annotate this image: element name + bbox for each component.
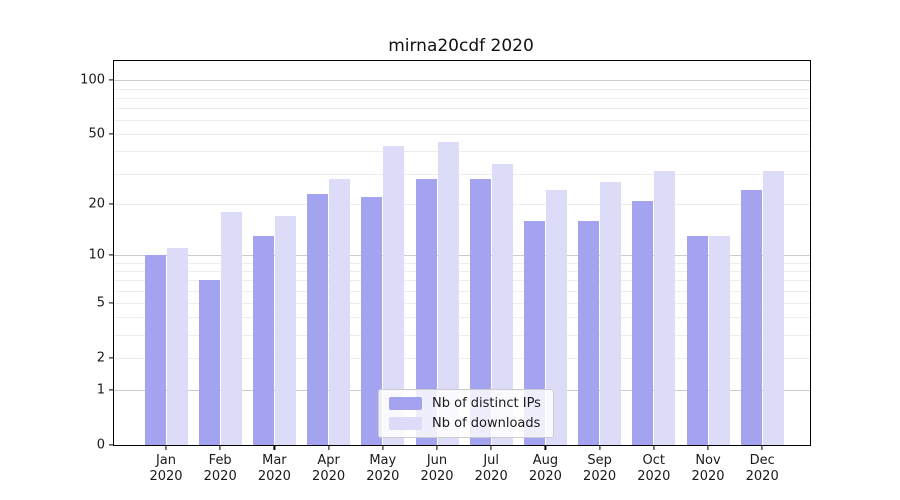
bar-downloads-may bbox=[383, 145, 405, 445]
legend-swatch-downloads bbox=[389, 417, 422, 430]
y-tick-mark bbox=[109, 444, 114, 446]
x-tick-label-jul: Jul 2020 bbox=[474, 453, 508, 484]
x-tick-mark bbox=[436, 445, 438, 450]
gridline-3 bbox=[114, 335, 810, 336]
gridline-30 bbox=[114, 173, 810, 175]
x-tick-label-jan: Jan 2020 bbox=[149, 453, 183, 484]
x-tick-label-mar: Mar 2020 bbox=[257, 453, 291, 484]
bar-downloads-mar bbox=[274, 216, 296, 445]
x-tick-mark bbox=[165, 445, 167, 450]
gridline-10 bbox=[114, 255, 810, 257]
gridline-2 bbox=[114, 357, 810, 359]
gridline-8 bbox=[114, 271, 810, 272]
y-tick-mark bbox=[109, 254, 114, 256]
x-tick-label-may: May 2020 bbox=[366, 453, 400, 484]
x-tick-label-sep: Sep 2020 bbox=[583, 453, 617, 484]
x-tick-label-oct: Oct 2020 bbox=[637, 453, 671, 484]
bar-ips-apr bbox=[307, 193, 329, 445]
y-tick-label-5: 5 bbox=[96, 295, 105, 311]
y-tick-mark bbox=[109, 389, 114, 391]
bar-ips-jul bbox=[469, 178, 491, 445]
bar-ips-jun bbox=[415, 178, 437, 445]
gridline-80 bbox=[114, 97, 810, 99]
gridline-60 bbox=[114, 120, 810, 122]
x-tick-mark bbox=[707, 445, 709, 450]
x-tick-mark bbox=[490, 445, 492, 450]
y-tick-mark bbox=[109, 302, 114, 304]
bar-ips-mar bbox=[252, 236, 274, 445]
y-tick-label-10: 10 bbox=[88, 247, 105, 263]
bar-ips-feb bbox=[198, 280, 220, 445]
legend-label: Nb of downloads bbox=[432, 416, 541, 431]
x-tick-label-dec: Dec 2020 bbox=[745, 453, 779, 484]
x-tick-mark bbox=[328, 445, 330, 450]
gridline-40 bbox=[114, 151, 810, 153]
x-tick-mark bbox=[653, 445, 655, 450]
x-tick-label-apr: Apr 2020 bbox=[312, 453, 346, 484]
legend-swatch-distinct-ips bbox=[389, 397, 422, 410]
x-tick-mark bbox=[761, 445, 763, 450]
x-tick-label-aug: Aug 2020 bbox=[528, 453, 562, 484]
y-tick-label-1: 1 bbox=[96, 382, 105, 398]
y-tick-label-50: 50 bbox=[88, 126, 105, 142]
x-tick-mark bbox=[273, 445, 275, 450]
x-tick-label-nov: Nov 2020 bbox=[691, 453, 725, 484]
bar-ips-nov bbox=[686, 236, 708, 445]
bar-downloads-dec bbox=[762, 171, 784, 445]
gridline-4 bbox=[114, 317, 810, 319]
bar-downloads-sep bbox=[600, 181, 622, 445]
bar-ips-jan bbox=[144, 255, 166, 445]
gridline-70 bbox=[114, 108, 810, 110]
bar-downloads-nov bbox=[708, 236, 730, 445]
x-tick-label-jun: Jun 2020 bbox=[420, 453, 454, 484]
bar-downloads-jul bbox=[491, 163, 513, 445]
y-tick-mark bbox=[109, 79, 114, 81]
gridline-7 bbox=[114, 280, 810, 282]
gridline-100 bbox=[114, 80, 810, 82]
bar-downloads-feb bbox=[220, 212, 242, 445]
gridline-20 bbox=[114, 204, 810, 206]
chart-title: mirna20cdf 2020 bbox=[388, 36, 534, 56]
x-tick-mark bbox=[382, 445, 384, 450]
y-tick-label-100: 100 bbox=[80, 72, 105, 88]
y-tick-mark bbox=[109, 357, 114, 359]
gridline-5 bbox=[114, 303, 810, 304]
gridline-9 bbox=[114, 262, 810, 264]
x-tick-mark bbox=[544, 445, 546, 450]
bar-downloads-oct bbox=[654, 171, 676, 445]
y-tick-label-0: 0 bbox=[96, 437, 105, 453]
bar-ips-dec bbox=[740, 190, 762, 445]
bar-ips-may bbox=[361, 197, 383, 445]
legend-entry-downloads: Nb of downloads bbox=[389, 416, 541, 431]
bar-ips-sep bbox=[578, 220, 600, 445]
gridline-50 bbox=[114, 134, 810, 136]
plot-area: 100 50 20 10 5 2 1 0 Jan 2020 Feb 2020 Mar 2020 Ap… bbox=[80, 60, 811, 484]
x-tick-mark bbox=[599, 445, 601, 450]
bar-ips-aug bbox=[523, 220, 545, 445]
y-tick-mark bbox=[109, 133, 114, 135]
legend-entry-distinct-ips: Nb of distinct IPs bbox=[389, 396, 541, 411]
y-tick-label-2: 2 bbox=[96, 350, 105, 366]
bar-downloads-jan bbox=[166, 248, 188, 445]
bar-downloads-aug bbox=[545, 190, 567, 445]
bar-downloads-jun bbox=[437, 142, 459, 445]
gridline-90 bbox=[114, 88, 810, 90]
x-tick-label-feb: Feb 2020 bbox=[203, 453, 237, 484]
legend: Nb of distinct IPs Nb of downloads bbox=[378, 389, 554, 438]
y-tick-label-20: 20 bbox=[88, 196, 105, 212]
legend-label: Nb of distinct IPs bbox=[432, 396, 541, 411]
x-tick-mark bbox=[219, 445, 221, 450]
y-tick-mark bbox=[109, 203, 114, 205]
bar-downloads-apr bbox=[329, 178, 351, 445]
bar-ips-oct bbox=[632, 200, 654, 445]
gridline-6 bbox=[114, 290, 810, 292]
